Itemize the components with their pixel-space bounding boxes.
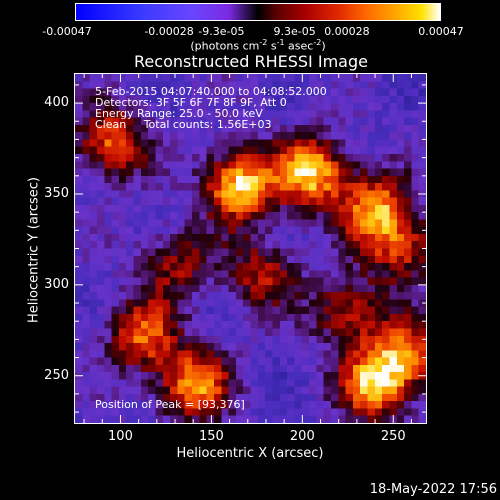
x-tick-label: 250	[380, 429, 406, 444]
annotation-energy-range: Energy Range: 25.0 - 50.0 keV	[95, 107, 263, 120]
x-tick-label: 200	[289, 429, 315, 444]
y-tick-label: 300	[44, 276, 69, 292]
colorbar-tick-label: -0.00047	[42, 25, 92, 38]
annotation-time-range: 5-Feb-2015 04:07:40.000 to 04:08:52.000	[95, 85, 327, 98]
y-axis-label: Heliocentric Y (arcsec)	[26, 177, 42, 323]
heatmap-image	[75, 74, 426, 423]
annotation-clean-counts: Clean Total counts: 1.56E+03	[95, 118, 272, 131]
y-tick-label: 350	[44, 185, 69, 201]
colorbar-tick-label: 0.00028	[324, 25, 370, 38]
colorbar-tick-label: -0.00028	[144, 25, 194, 38]
x-tick-label: 150	[198, 429, 224, 444]
observation-annotations: 5-Feb-2015 04:07:40.000 to 04:08:52.000 …	[95, 86, 327, 130]
chart-title: Reconstructed RHESSI Image	[134, 52, 368, 71]
peak-position-label: Position of Peak = [93,376]	[95, 398, 245, 411]
footer-timestamp: 18-May-2022 17:56	[369, 482, 497, 497]
plot-frame	[74, 73, 427, 424]
colorbar-tick-label: 9.3e-05	[273, 25, 316, 38]
y-tick-label: 400	[44, 95, 69, 111]
colorbar	[75, 3, 441, 21]
annotation-detectors: Detectors: 3F 5F 6F 7F 8F 9F, Att 0	[95, 96, 287, 109]
x-tick-label: 100	[108, 429, 133, 444]
x-axis-label: Heliocentric X (arcsec)	[176, 446, 324, 461]
colorbar-tick-label: -9.3e-05	[198, 25, 245, 38]
colorbar-tick-label: 0.00047	[418, 25, 464, 38]
y-tick-label: 250	[44, 367, 69, 383]
colorbar-unit-label: (photons cm-2 s-1 asec-2)	[190, 38, 326, 53]
